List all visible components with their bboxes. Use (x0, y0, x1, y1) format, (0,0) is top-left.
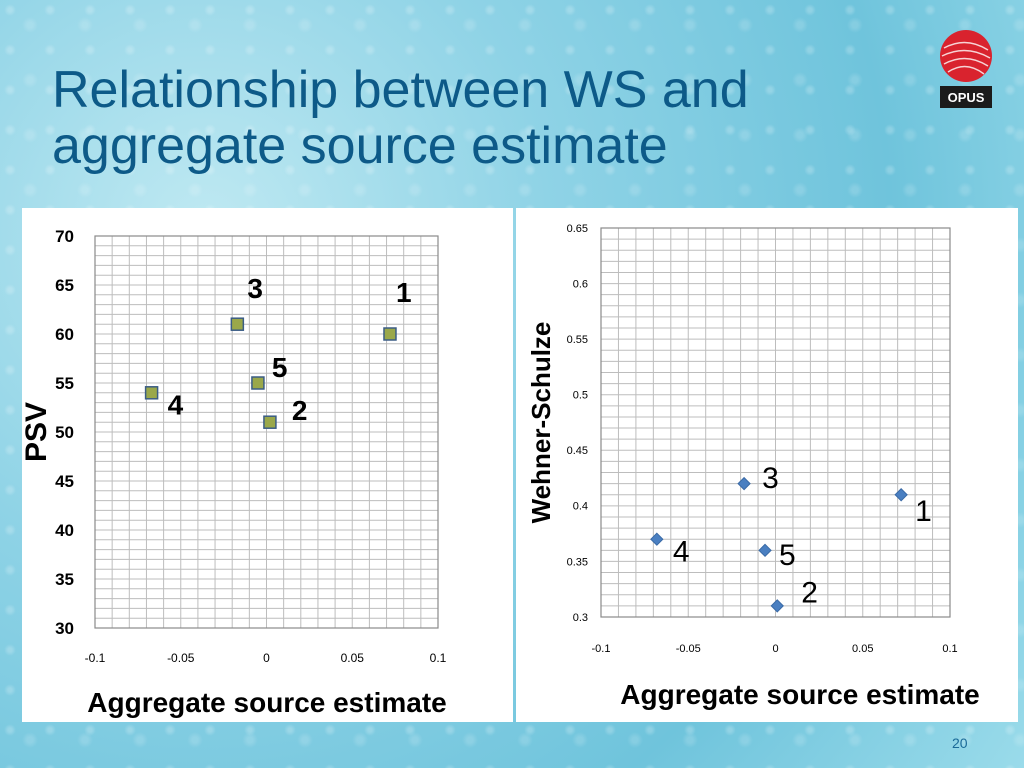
point-label: 1 (396, 277, 412, 308)
data-point (263, 415, 277, 429)
y-tick-label: 0.4 (573, 501, 588, 513)
plot-area (94, 235, 439, 629)
y-tick-label: 0.35 (567, 556, 588, 568)
x-tick-label: 0 (772, 643, 778, 655)
x-tick-label: 0.05 (852, 643, 873, 655)
point-label: 2 (801, 576, 818, 609)
y-tick-label: 0.55 (567, 334, 588, 346)
point-label: 3 (762, 462, 779, 495)
y-tick-label: 0.45 (567, 445, 588, 457)
y-tick-label: 0.5 (573, 390, 588, 402)
x-axis-label: Aggregate source estimate (87, 687, 446, 718)
point-label: 5 (779, 539, 796, 572)
data-point (770, 599, 784, 613)
x-tick-label: -0.05 (676, 643, 701, 655)
data-point (758, 543, 772, 558)
x-tick-label: -0.1 (592, 643, 611, 655)
point-label: 1 (915, 495, 932, 528)
y-axis-label: Wehner-Schulze (526, 322, 556, 524)
x-tick-label: -0.05 (167, 651, 195, 665)
point-label: 4 (673, 536, 690, 569)
y-tick-label: 55 (55, 374, 74, 393)
x-tick-label: 0.1 (942, 643, 957, 655)
ws-scatter-chart: 0.3 0.35 0.4 0.45 0.5 0.55 0.6 0.65 -0.1 -0.05 0 0.… (526, 223, 980, 710)
y-tick-label: 40 (55, 521, 74, 540)
point-label: 3 (247, 273, 263, 304)
slide-title: Relationship between WS and aggregate so… (52, 62, 932, 174)
y-tick-label: 35 (55, 570, 74, 589)
point-label: 4 (168, 390, 184, 421)
y-tick-label: 0.65 (567, 223, 588, 235)
logo-text: OPUS (948, 90, 985, 105)
y-axis-label: PSV (22, 402, 53, 462)
data-point (251, 376, 265, 390)
y-tick-label: 70 (55, 227, 74, 246)
x-tick-label: 0 (263, 651, 270, 665)
x-tick-label: 0.1 (430, 651, 447, 665)
data-point (144, 386, 159, 400)
data-point (383, 327, 397, 341)
title-line-2: aggregate source estimate (52, 117, 668, 175)
plot-area (600, 227, 951, 618)
data-point (737, 476, 751, 491)
page-number: 20 (952, 735, 968, 751)
ws-chart-panel: 0.3 0.35 0.4 0.45 0.5 0.55 0.6 0.65 -0.1 -0.05 0 0.… (516, 208, 1018, 722)
x-tick-label: 0.05 (341, 651, 365, 665)
data-point (230, 317, 245, 331)
data-point (894, 488, 908, 502)
y-tick-label: 45 (55, 472, 74, 491)
data-point (650, 532, 664, 546)
opus-logo: OPUS (938, 28, 994, 112)
y-tick-label: 30 (55, 619, 74, 638)
title-line-1: Relationship between WS and (52, 61, 749, 119)
point-label: 2 (292, 395, 308, 426)
x-tick-label: -0.1 (85, 651, 106, 665)
y-tick-label: 0.3 (573, 612, 588, 624)
point-label: 5 (272, 352, 288, 383)
x-axis-label: Aggregate source estimate (620, 679, 979, 710)
y-tick-label: 0.6 (573, 278, 588, 290)
psv-chart-panel: 30 35 40 45 50 55 60 65 70 -0.1 -0.05 0 0.05 0.1 Aggre… (20, 208, 513, 722)
y-tick-label: 60 (55, 325, 74, 344)
y-tick-label: 65 (55, 276, 74, 295)
y-tick-label: 50 (55, 423, 74, 442)
